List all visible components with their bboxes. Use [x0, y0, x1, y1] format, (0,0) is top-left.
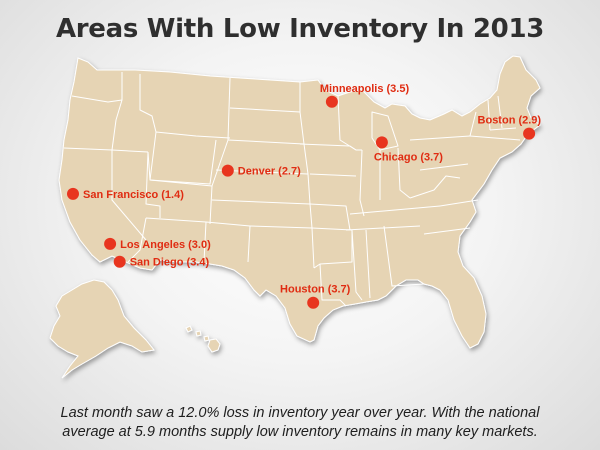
- alaska-landmass: [49, 279, 155, 379]
- city-label: San Francisco (1.4): [83, 189, 184, 201]
- city-label: Boston (2.9): [478, 115, 542, 127]
- caption-line-2: average at 5.9 months supply low invento…: [62, 424, 538, 440]
- contiguous-us-landmass: [58, 55, 541, 349]
- city-labels: Minneapolis (3.5) Boston (2.9) Chicago (3.…: [83, 83, 541, 296]
- city-marker: [104, 237, 117, 250]
- caption: Last month saw a 12.0% loss in inventory…: [20, 404, 580, 442]
- city-marker: [325, 95, 338, 108]
- hawaii-island: [195, 330, 202, 337]
- city-label: Houston (3.7): [280, 284, 351, 296]
- caption-line-1: Last month saw a 12.0% loss in inventory…: [60, 405, 540, 421]
- city-label: Minneapolis (3.5): [320, 83, 410, 95]
- city-marker: [307, 296, 320, 309]
- hawaii-island: [185, 325, 193, 333]
- page-title: Areas With Low Inventory In 2013: [55, 14, 545, 44]
- city-marker: [523, 127, 536, 140]
- city-marker: [221, 164, 234, 177]
- city-markers: [67, 95, 536, 309]
- hawaii-island: [203, 335, 210, 342]
- hawaii-island: [207, 338, 221, 353]
- city-marker: [113, 255, 126, 268]
- city-label: Chicago (3.7): [374, 151, 443, 163]
- city-label: Denver (2.7): [238, 166, 301, 178]
- state-borders: [63, 72, 521, 307]
- city-label: Los Angeles (3.0): [120, 239, 211, 251]
- city-marker: [67, 187, 79, 200]
- city-marker: [375, 136, 388, 149]
- city-label: San Diego (3.4): [130, 257, 210, 269]
